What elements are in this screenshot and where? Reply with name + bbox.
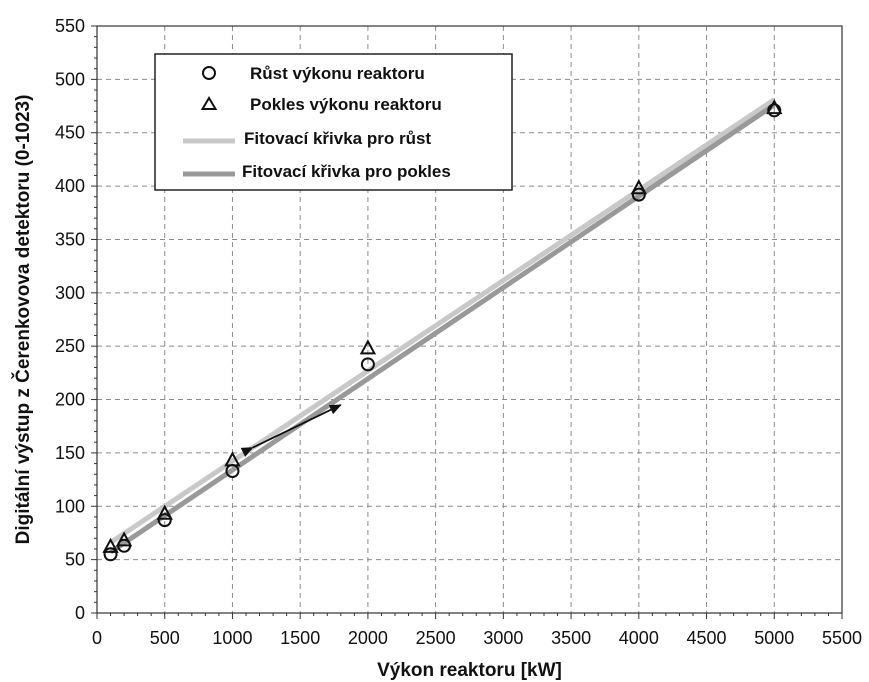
y-tick-label: 400: [55, 176, 85, 196]
y-axis-title: Digitální výstup z Čerenkovova detektoru…: [12, 95, 34, 545]
x-tick-labels: 0 500 1000 1500 2000 2500 3000 3500 4000 4500 5000…: [92, 628, 862, 648]
legend-label-fit-rust: Fitovací křivka pro růst: [244, 129, 431, 148]
y-tick-label: 250: [55, 336, 85, 356]
y-tick-label: 200: [55, 390, 85, 410]
y-tick-label: 450: [55, 123, 85, 143]
y-tick-label: 300: [55, 283, 85, 303]
legend-label-pokles: Pokles výkonu reaktoru: [250, 95, 442, 114]
x-tick-label: 5500: [822, 628, 862, 648]
y-tick-label: 550: [55, 16, 85, 36]
x-tick-label: 5000: [754, 628, 794, 648]
x-tick-label: 3000: [483, 628, 523, 648]
x-tick-label: 3500: [551, 628, 591, 648]
x-tick-label: 4000: [619, 628, 659, 648]
legend-label-fit-pokles: Fitovací křivka pro pokles: [242, 162, 451, 181]
x-tick-label: 4500: [687, 628, 727, 648]
y-tick-label: 0: [75, 603, 85, 623]
x-tick-label: 2000: [348, 628, 388, 648]
y-tick-label: 50: [65, 550, 85, 570]
y-tick-label: 350: [55, 229, 85, 249]
x-tick-label: 1000: [212, 628, 252, 648]
legend-label-rust: Růst výkonu reaktoru: [250, 64, 425, 83]
y-tick-labels: 0 50 100 150 200 250 300 350 400 450 500 550: [55, 16, 85, 623]
y-tick-label: 500: [55, 69, 85, 89]
x-tick-label: 1500: [280, 628, 320, 648]
x-tick-label: 500: [150, 628, 180, 648]
y-tick-label: 150: [55, 443, 85, 463]
x-tick-label: 0: [92, 628, 102, 648]
y-tick-label: 100: [55, 496, 85, 516]
legend: Růst výkonu reaktoru Pokles výkonu reakt…: [155, 54, 512, 190]
x-tick-label: 2500: [416, 628, 456, 648]
x-axis-title: Výkon reaktoru [kW]: [377, 660, 562, 681]
